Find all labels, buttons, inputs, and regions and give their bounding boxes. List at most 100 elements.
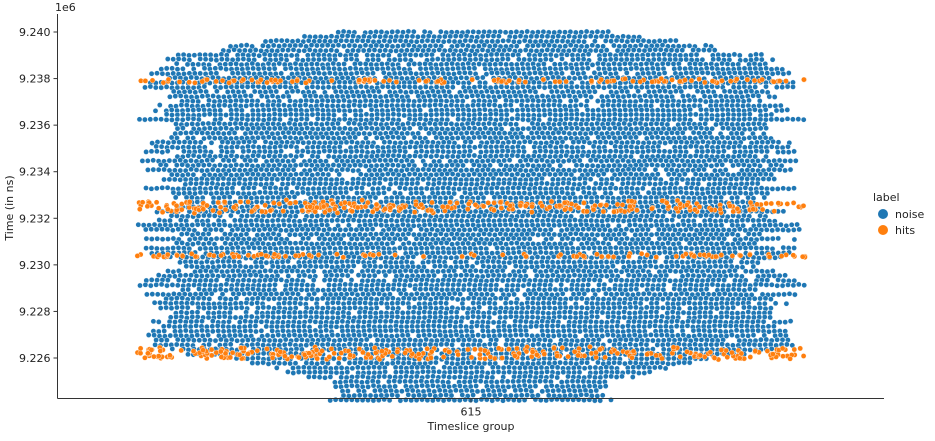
noise-point — [263, 176, 270, 182]
noise-point — [255, 116, 262, 123]
noise-point — [663, 166, 670, 173]
noise-point — [749, 180, 756, 187]
noise-point — [460, 240, 466, 247]
noise-point — [774, 84, 780, 90]
noise-point — [589, 62, 596, 68]
noise-point — [586, 185, 592, 191]
noise-point — [676, 65, 683, 72]
noise-point — [458, 48, 464, 54]
noise-point — [303, 134, 310, 141]
noise-point — [583, 28, 590, 35]
noise-point — [622, 112, 629, 118]
noise-point — [602, 38, 609, 44]
noise-point — [527, 236, 533, 242]
noise-point — [585, 152, 591, 159]
noise-point — [310, 51, 317, 58]
noise-point — [539, 33, 545, 40]
noise-point — [279, 47, 286, 53]
noise-point — [619, 180, 626, 187]
noise-point — [381, 139, 388, 145]
noise-point — [357, 60, 364, 67]
noise-point — [667, 139, 674, 145]
noise-point — [485, 217, 492, 224]
noise-point — [771, 94, 778, 100]
noise-point — [156, 102, 163, 108]
noise-point — [184, 61, 191, 68]
noise-point — [711, 181, 718, 187]
noise-point — [674, 130, 681, 136]
noise-point — [654, 134, 661, 141]
noise-point — [542, 148, 549, 154]
noise-point — [528, 130, 535, 136]
noise-point — [538, 180, 545, 187]
noise-point — [271, 111, 278, 117]
noise-point — [397, 88, 404, 95]
noise-point — [655, 66, 661, 72]
noise-point — [249, 171, 256, 177]
noise-point — [649, 60, 655, 67]
noise-point — [735, 161, 742, 168]
noise-point — [471, 65, 478, 72]
noise-point — [745, 231, 752, 237]
noise-point — [274, 130, 281, 137]
noise-point — [517, 158, 524, 164]
noise-point — [278, 70, 285, 77]
noise-point — [595, 98, 601, 104]
noise-point — [595, 65, 602, 72]
noise-point — [660, 213, 666, 219]
noise-point — [217, 84, 224, 91]
noise-point — [187, 180, 194, 187]
noise-point — [524, 97, 531, 104]
noise-point — [324, 195, 330, 201]
noise-point — [430, 181, 437, 188]
noise-point — [768, 116, 775, 123]
noise-point — [381, 235, 387, 242]
noise-point — [260, 117, 267, 123]
noise-point — [506, 166, 513, 173]
noise-point — [773, 161, 780, 168]
noise-point — [521, 235, 528, 242]
noise-point — [675, 102, 682, 108]
noise-point — [400, 221, 406, 228]
noise-point — [443, 98, 450, 104]
noise-point — [638, 61, 644, 67]
noise-point — [330, 240, 337, 247]
noise-point — [339, 33, 346, 39]
noise-point — [690, 47, 696, 53]
noise-point — [575, 186, 581, 192]
noise-point — [579, 84, 586, 91]
noise-point — [367, 194, 373, 200]
noise-point — [598, 48, 605, 54]
noise-point — [232, 102, 239, 108]
noise-point — [472, 56, 479, 63]
noise-point — [535, 42, 542, 49]
noise-point — [486, 222, 493, 228]
noise-point — [752, 134, 758, 141]
noise-point — [475, 29, 482, 35]
noise-point — [275, 102, 282, 109]
noise-point — [573, 162, 580, 169]
noise-point — [390, 152, 397, 159]
noise-point — [462, 189, 468, 196]
noise-point — [720, 226, 727, 233]
noise-point — [637, 120, 644, 127]
noise-point — [585, 112, 591, 118]
noise-point — [418, 148, 425, 154]
noise-point — [393, 93, 400, 99]
noise-point — [236, 180, 243, 187]
noise-point — [348, 245, 355, 251]
noise-point — [154, 148, 160, 155]
noise-point — [705, 70, 711, 76]
noise-point — [207, 185, 214, 192]
noise-point — [379, 125, 386, 132]
noise-point — [195, 230, 201, 237]
noise-point — [573, 29, 579, 36]
noise-point — [183, 130, 189, 136]
noise-point — [688, 226, 695, 232]
noise-point — [710, 235, 717, 242]
noise-point — [497, 161, 504, 168]
noise-point — [402, 235, 409, 242]
noise-point — [753, 226, 759, 233]
noise-point — [476, 134, 483, 141]
noise-point — [664, 217, 670, 223]
